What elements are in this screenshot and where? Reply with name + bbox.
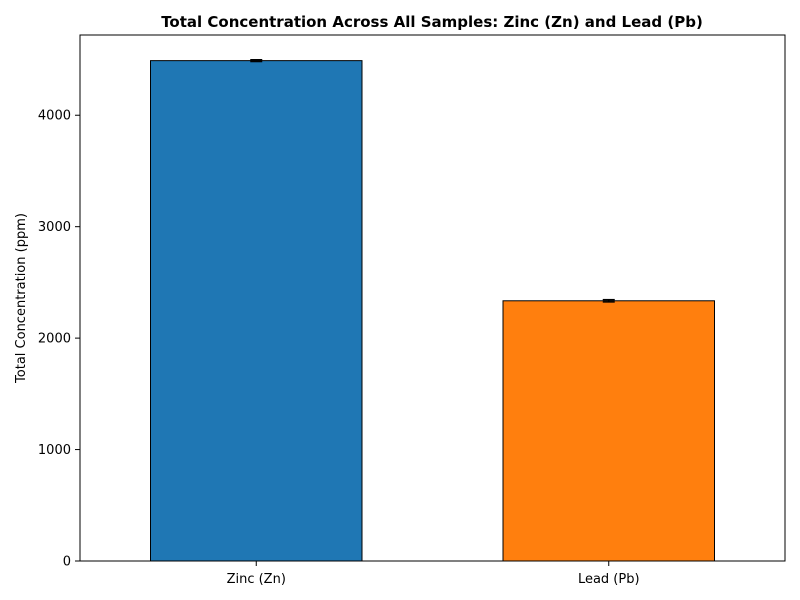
y-tick-label-4: 4000 (38, 109, 71, 124)
x-tick-label-1: Lead (Pb) (578, 572, 640, 587)
bar-1 (502, 300, 715, 562)
y-tick-label-3: 3000 (38, 220, 71, 235)
y-axis-label: Total Concentration (ppm) (14, 213, 29, 384)
y-tick-label-2: 2000 (38, 332, 71, 347)
plot-frame (79, 34, 786, 562)
y-tick-label-1: 1000 (38, 443, 71, 458)
x-tick-label-0: Zinc (Zn) (227, 572, 286, 587)
y-tick-label-0: 0 (63, 555, 71, 570)
plot-area: Zinc (Zn) Lead (Pb) 0 1000 2000 3000 4000 (38, 34, 786, 587)
chart-title: Total Concentration Across All Samples: … (161, 13, 703, 31)
bar-0 (150, 60, 363, 562)
